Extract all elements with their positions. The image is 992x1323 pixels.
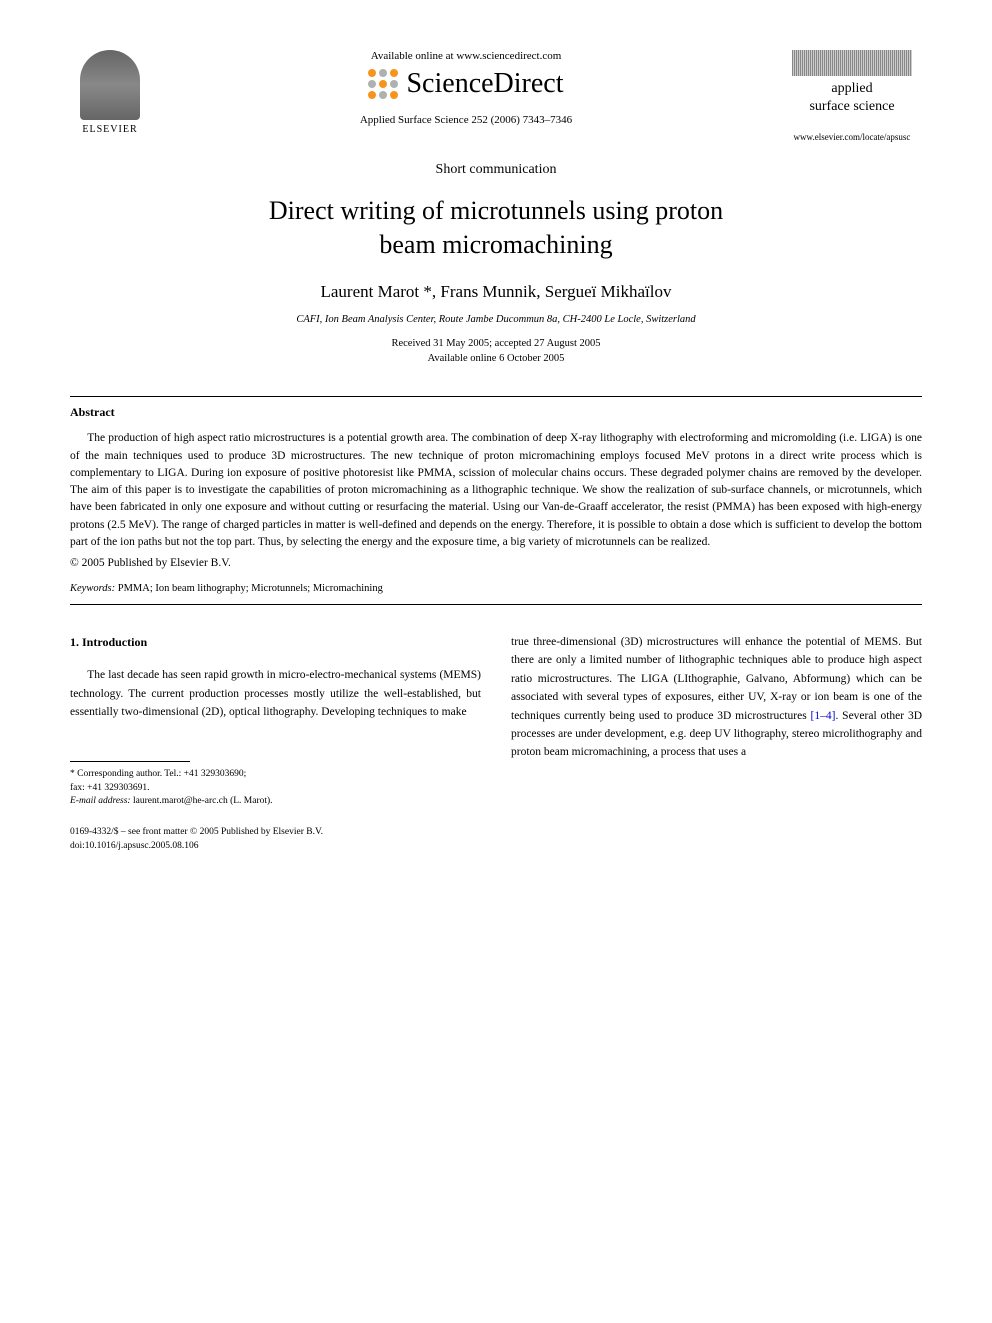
journal-logo: applied surface science www.elsevier.com…: [782, 50, 922, 142]
issn-doi: 0169-4332/$ – see front matter © 2005 Pu…: [70, 826, 481, 853]
available-date: Available online 6 October 2005: [428, 353, 565, 364]
divider-bottom: [70, 604, 922, 605]
sciencedirect-dots-icon: [368, 69, 398, 99]
sciencedirect-logo-row: ScienceDirect: [150, 68, 782, 100]
email-value: laurent.marot@he-arc.ch (L. Marot).: [131, 796, 273, 806]
title-line1: Direct writing of microtunnels using pro…: [269, 196, 723, 225]
abstract-copyright: © 2005 Published by Elsevier B.V.: [70, 557, 922, 569]
center-header: Available online at www.sciencedirect.co…: [150, 50, 782, 126]
journal-name: applied surface science: [782, 80, 922, 116]
article-title: Direct writing of microtunnels using pro…: [70, 194, 922, 262]
publisher-name: ELSEVIER: [70, 124, 150, 135]
issn-line: 0169-4332/$ – see front matter © 2005 Pu…: [70, 827, 323, 837]
email-label: E-mail address:: [70, 796, 131, 806]
publication-dates: Received 31 May 2005; accepted 27 August…: [70, 337, 922, 366]
elsevier-tree-icon: [80, 50, 140, 120]
sciencedirect-text: ScienceDirect: [406, 68, 563, 100]
section-heading: 1. Introduction: [70, 633, 481, 652]
title-line2: beam micromachining: [379, 230, 612, 259]
section-number: 1.: [70, 635, 79, 649]
abstract-heading: Abstract: [70, 405, 922, 420]
intro-paragraph-left: The last decade has seen rapid growth in…: [70, 666, 481, 721]
section-title: Introduction: [82, 635, 147, 649]
column-left: 1. Introduction The last decade has seen…: [70, 633, 481, 853]
divider-top: [70, 396, 922, 397]
journal-reference: Applied Surface Science 252 (2006) 7343–…: [150, 114, 782, 126]
corresponding-fax: fax: +41 329303691.: [70, 783, 150, 793]
publisher-logo: ELSEVIER: [70, 50, 150, 135]
intro-paragraph-right: true three-dimensional (3D) microstructu…: [511, 633, 922, 762]
doi-line: doi:10.1016/j.apsusc.2005.08.106: [70, 841, 199, 851]
available-online-text: Available online at www.sciencedirect.co…: [150, 50, 782, 62]
footnote-rule: [70, 761, 190, 762]
authors: Laurent Marot *, Frans Munnik, Sergueï M…: [70, 282, 922, 302]
abstract-text: The production of high aspect ratio micr…: [70, 430, 922, 551]
body-columns: 1. Introduction The last decade has seen…: [70, 633, 922, 853]
journal-cover-graphic: [792, 50, 912, 76]
keywords: Keywords: PMMA; Ion beam lithography; Mi…: [70, 583, 922, 594]
journal-name-line1: applied: [831, 81, 872, 96]
column-right: true three-dimensional (3D) microstructu…: [511, 633, 922, 853]
keywords-label: Keywords:: [70, 583, 115, 594]
header-row: ELSEVIER Available online at www.science…: [70, 50, 922, 142]
corresponding-tel: * Corresponding author. Tel.: +41 329303…: [70, 769, 246, 779]
article-type: Short communication: [70, 162, 922, 178]
citation-link[interactable]: [1–4]: [811, 710, 836, 722]
journal-name-line2: surface science: [809, 99, 894, 114]
affiliation: CAFI, Ion Beam Analysis Center, Route Ja…: [70, 314, 922, 325]
journal-url: www.elsevier.com/locate/apsusc: [782, 132, 922, 142]
received-date: Received 31 May 2005; accepted 27 August…: [391, 338, 600, 349]
corresponding-author-footnote: * Corresponding author. Tel.: +41 329303…: [70, 768, 481, 808]
keywords-list: PMMA; Ion beam lithography; Microtunnels…: [115, 583, 383, 594]
